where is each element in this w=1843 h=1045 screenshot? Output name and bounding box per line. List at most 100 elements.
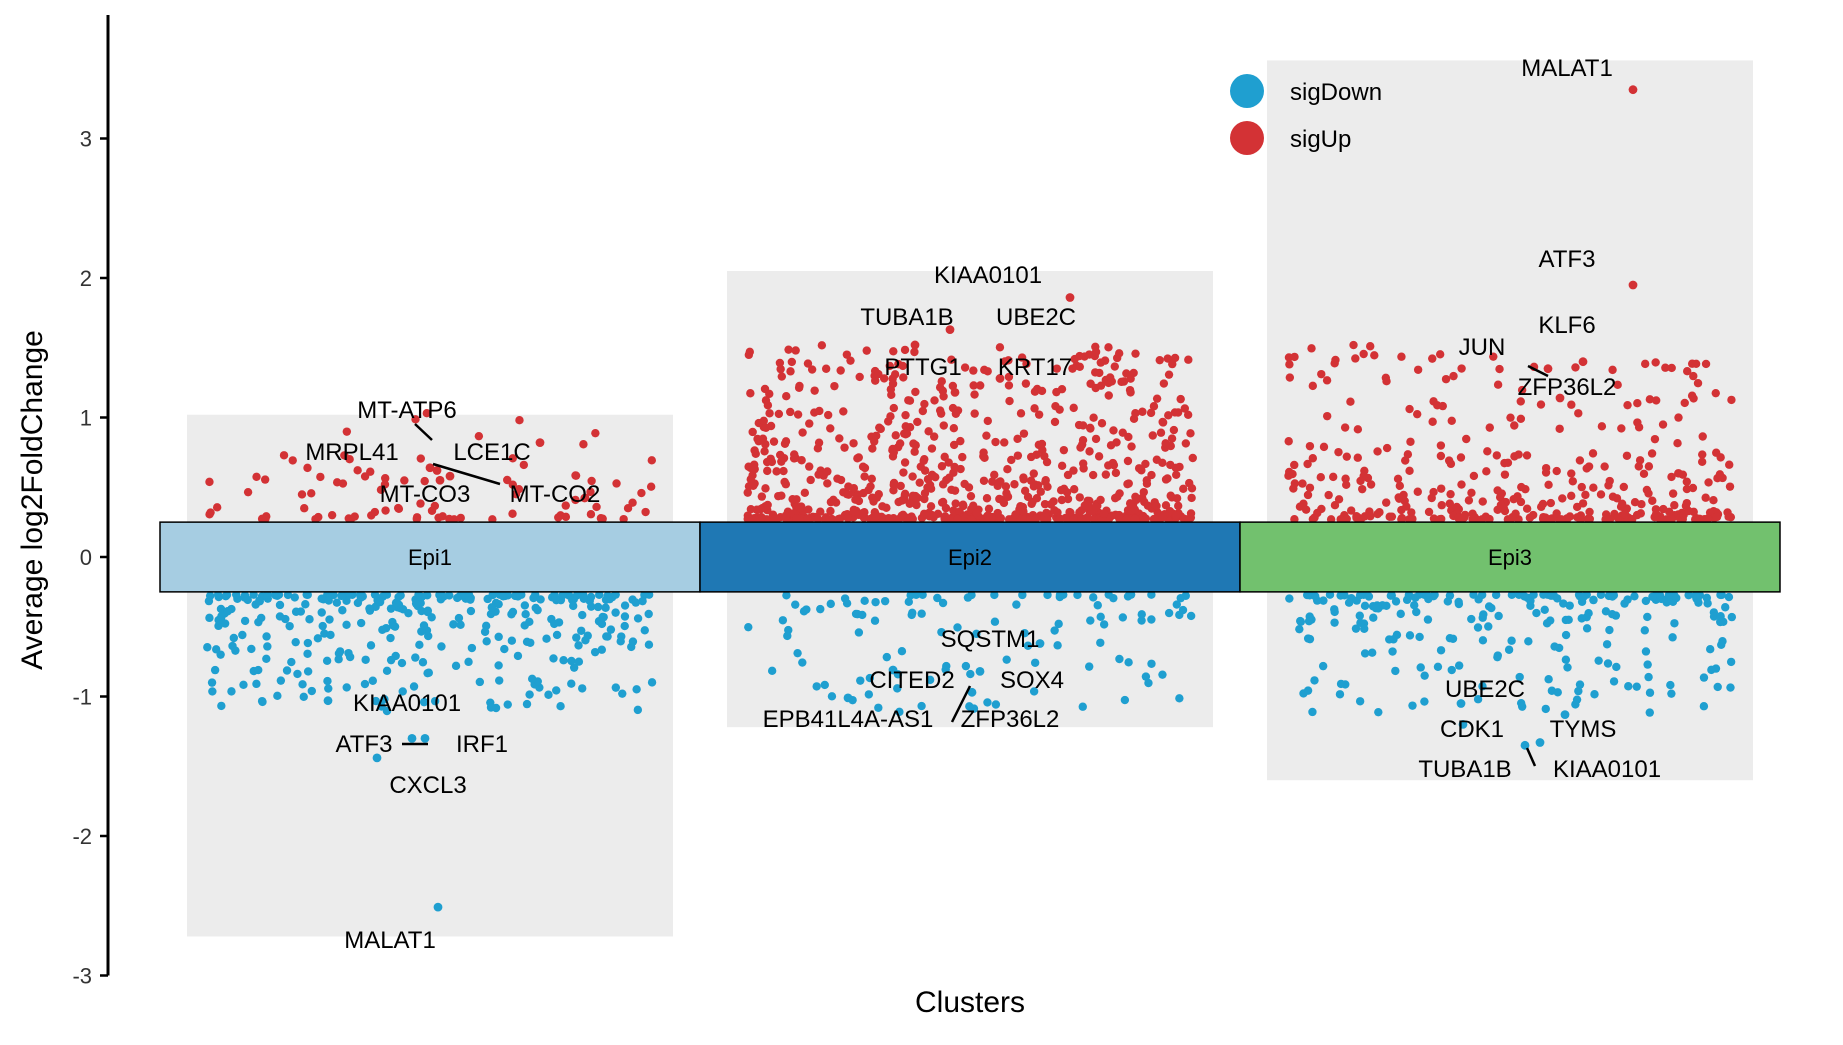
- point-down: [326, 630, 335, 640]
- point-up: [982, 431, 991, 440]
- point-up: [1413, 365, 1423, 374]
- gene-label: ATF3: [1539, 246, 1596, 273]
- point-up: [1709, 495, 1718, 505]
- point-down: [983, 698, 992, 707]
- point-up: [810, 386, 819, 395]
- point-down: [449, 620, 458, 629]
- point-down: [938, 598, 948, 608]
- point-up: [1634, 462, 1643, 471]
- point-down: [1089, 593, 1098, 602]
- point-up: [900, 458, 910, 467]
- labeled-point: [445, 471, 455, 481]
- point-down: [1410, 601, 1419, 610]
- point-down: [1078, 702, 1087, 711]
- point-up: [1397, 513, 1407, 523]
- point-up: [1075, 493, 1084, 502]
- point-down: [1137, 616, 1146, 625]
- point-down: [1164, 608, 1174, 618]
- y-tick-label: -2: [72, 824, 92, 849]
- point-up: [889, 347, 898, 356]
- point-up: [1567, 491, 1576, 501]
- point-up: [342, 427, 352, 436]
- point-down: [1360, 649, 1370, 658]
- point-up: [897, 496, 907, 505]
- point-up: [1436, 441, 1446, 450]
- point-up: [826, 506, 835, 516]
- point-up: [1111, 468, 1121, 478]
- point-down: [1305, 634, 1315, 644]
- point-down: [1355, 611, 1364, 620]
- point-up: [1457, 480, 1466, 489]
- point-down: [1178, 605, 1188, 615]
- point-down: [620, 601, 630, 610]
- point-up: [900, 345, 910, 355]
- point-up: [1353, 513, 1363, 522]
- cluster-label: Epi2: [948, 545, 992, 570]
- y-tick-label: 1: [80, 406, 92, 431]
- labeled-point: [945, 325, 955, 335]
- point-down: [525, 690, 534, 699]
- point-up: [1316, 472, 1325, 482]
- point-up: [1176, 394, 1185, 404]
- point-down: [360, 679, 370, 689]
- point-down: [1158, 670, 1167, 679]
- point-up: [1000, 438, 1009, 447]
- point-up: [1604, 481, 1613, 490]
- point-down: [632, 685, 641, 694]
- point-up: [1568, 477, 1578, 486]
- point-down: [1584, 608, 1593, 618]
- point-down: [933, 593, 942, 603]
- point-up: [381, 506, 390, 515]
- point-up: [851, 495, 860, 504]
- point-down: [365, 604, 374, 613]
- point-down: [1603, 659, 1613, 668]
- point-up: [1517, 385, 1527, 395]
- point-down: [454, 613, 464, 623]
- point-up: [628, 498, 637, 507]
- point-up: [1401, 456, 1410, 465]
- label-connector: [432, 462, 501, 486]
- point-up: [1464, 496, 1474, 505]
- point-up: [958, 452, 967, 462]
- point-up: [1171, 511, 1181, 520]
- point-up: [779, 466, 788, 476]
- point-up: [1161, 501, 1171, 510]
- point-down: [1668, 633, 1677, 642]
- point-up: [1180, 404, 1190, 413]
- point-down: [396, 591, 405, 600]
- point-up: [1382, 377, 1391, 386]
- point-down: [453, 593, 462, 603]
- point-down: [398, 687, 407, 696]
- point-up: [260, 475, 270, 484]
- point-up: [1617, 424, 1626, 433]
- labeled-point: [425, 463, 435, 473]
- point-up: [376, 485, 386, 494]
- point-up: [1428, 354, 1437, 363]
- point-up: [1511, 509, 1520, 518]
- point-up: [1659, 504, 1668, 514]
- point-down: [1447, 665, 1456, 675]
- label-connector: [414, 423, 433, 441]
- y-tick-label: -1: [72, 685, 92, 710]
- point-down: [1612, 662, 1621, 672]
- point-up: [826, 424, 835, 433]
- point-down: [990, 617, 1000, 626]
- point-up: [1149, 402, 1159, 411]
- labeled-point: [1456, 699, 1466, 708]
- point-down: [317, 608, 326, 617]
- point-up: [1307, 344, 1316, 353]
- point-up: [885, 361, 894, 371]
- point-up: [926, 484, 936, 493]
- point-down: [1053, 641, 1062, 650]
- point-down: [1707, 665, 1716, 675]
- y-tick-label: 2: [80, 266, 92, 291]
- point-up: [1114, 349, 1124, 358]
- point-up: [1188, 453, 1197, 463]
- point-down: [569, 601, 578, 611]
- point-down: [1043, 590, 1052, 600]
- point-up: [1619, 482, 1629, 492]
- point-down: [495, 676, 504, 685]
- point-up: [904, 396, 913, 405]
- point-down: [217, 611, 226, 621]
- point-up: [858, 462, 868, 471]
